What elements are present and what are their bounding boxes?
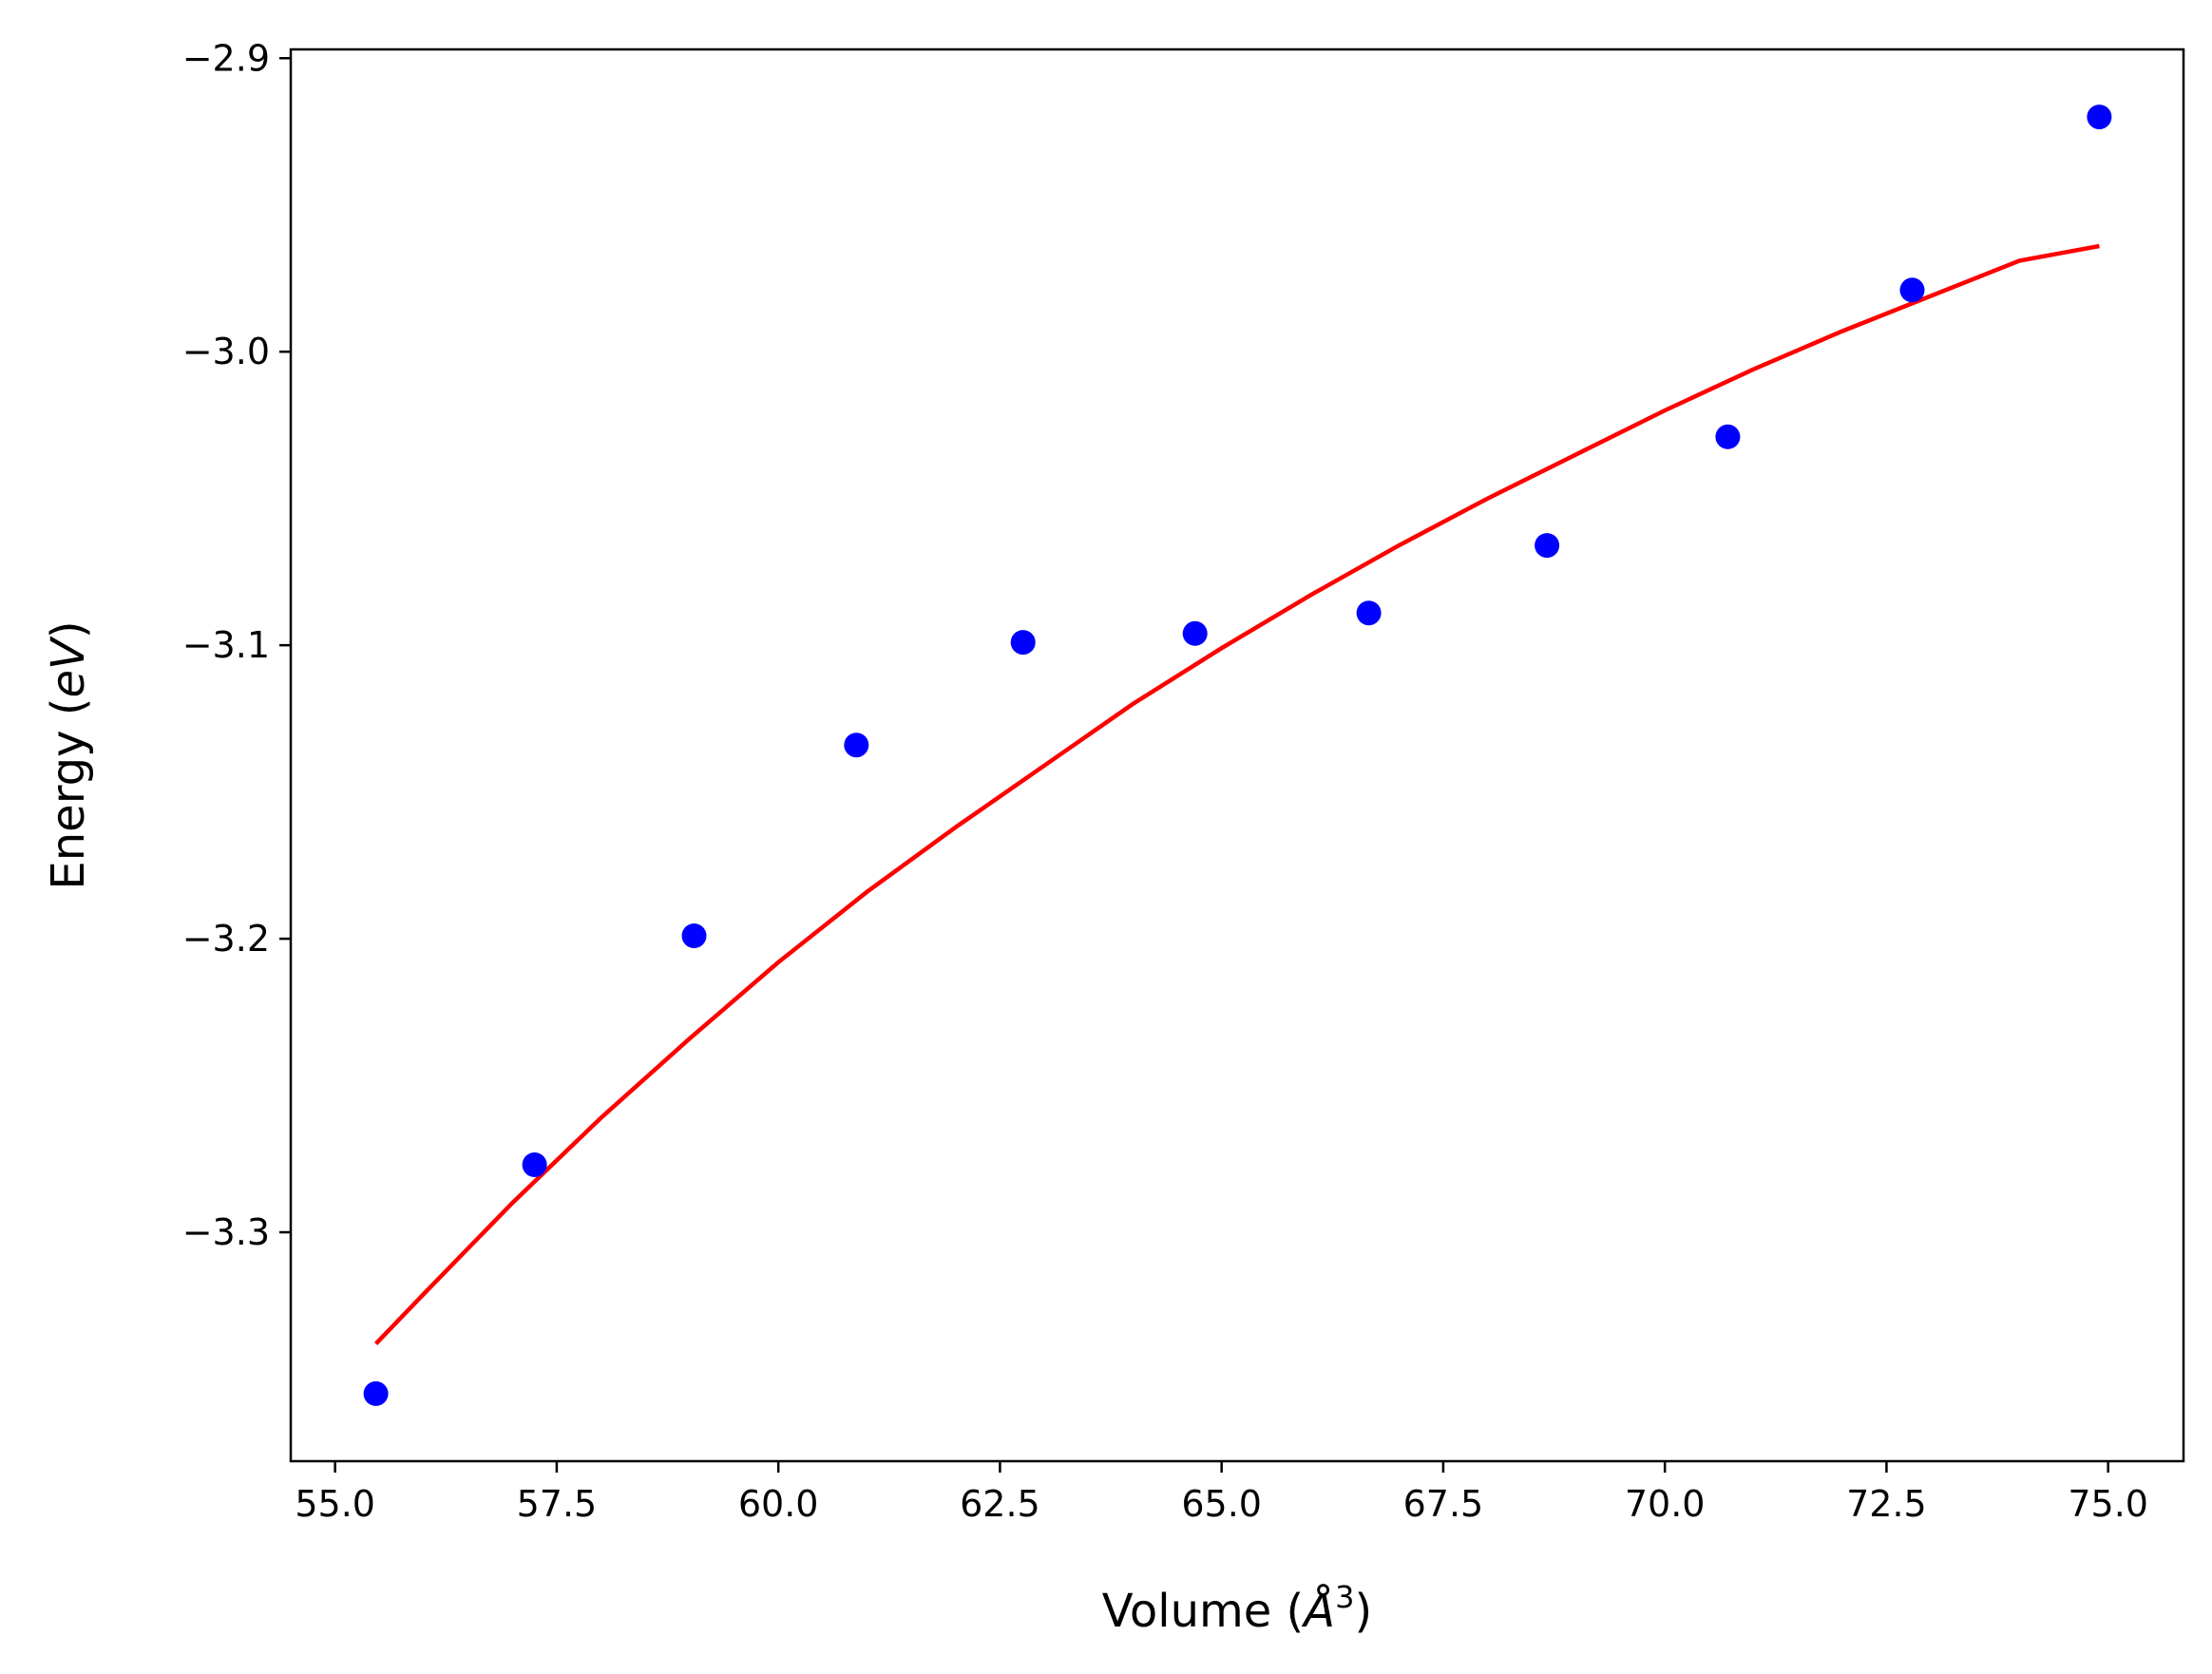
y-tick-label: −3.3 xyxy=(182,1211,270,1253)
y-tick-label: −3.2 xyxy=(182,918,270,960)
x-tick-label: 60.0 xyxy=(738,1483,819,1525)
x-tick-label: 75.0 xyxy=(2068,1483,2148,1525)
y-tick-label: −3.1 xyxy=(182,624,270,666)
data-point-1 xyxy=(363,1380,389,1406)
x-tick-label: 62.5 xyxy=(960,1483,1040,1525)
data-point-6 xyxy=(1182,620,1208,646)
y-axis-label: Energy (eV) xyxy=(42,620,95,889)
data-point-3 xyxy=(681,923,707,948)
data-point-7 xyxy=(1356,600,1382,626)
data-point-9 xyxy=(1715,424,1741,449)
x-tick-label: 70.0 xyxy=(1625,1483,1706,1525)
data-point-5 xyxy=(1010,630,1036,656)
fit-line-layer xyxy=(373,243,2100,1345)
data-point-8 xyxy=(1535,533,1560,559)
x-tick-label: 67.5 xyxy=(1403,1483,1484,1525)
x-tick-label: 55.0 xyxy=(295,1483,375,1525)
x-tick-label: 57.5 xyxy=(517,1483,598,1525)
y-tick-label: −3.0 xyxy=(182,331,270,372)
x-tick-label: 72.5 xyxy=(1846,1483,1927,1525)
plot-frame xyxy=(289,48,2185,1463)
scatter-points-layer xyxy=(363,105,2112,1406)
y-tick-label: −2.9 xyxy=(182,37,270,79)
x-tick-label: 65.0 xyxy=(1181,1483,1262,1525)
x-axis-label: Volume (Å3) xyxy=(1102,1579,1372,1638)
y-axis: −2.9 −3.0 −3.1 −3.2 −3.3 xyxy=(182,37,291,1253)
data-point-2 xyxy=(522,1152,547,1177)
data-point-10 xyxy=(1899,277,1925,303)
fit-curve xyxy=(373,243,2100,1345)
data-point-4 xyxy=(844,732,869,758)
data-point-11 xyxy=(2087,105,2112,130)
x-axis: 55.0 57.5 60.0 62.5 65.0 67.5 70.0 72.5 75.0 xyxy=(295,1461,2148,1525)
plot-area xyxy=(291,49,2183,1461)
